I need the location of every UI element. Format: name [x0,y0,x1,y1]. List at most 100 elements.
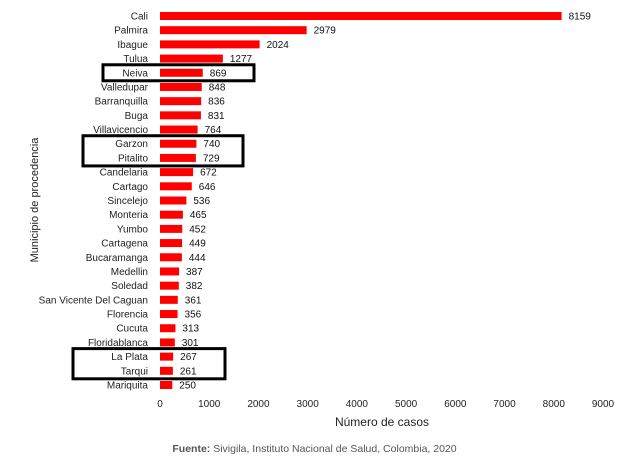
highlight-box [81,134,245,168]
value-label: 729 [203,153,220,164]
value-label: 449 [189,239,206,250]
value-label: 1277 [230,54,253,65]
category-label: Cartago [112,182,148,193]
category-label: Yumbo [117,224,149,235]
value-label: 361 [185,295,202,306]
x-tick-label: 4000 [346,399,369,410]
bar-sincelejo [160,196,187,205]
bar-medellin [160,267,180,276]
bar-cartagena [160,239,183,248]
category-label: Sincelejo [107,196,148,207]
category-label: Villavicencio [93,125,148,136]
value-label: 740 [203,139,220,150]
bar-la-plata [160,352,174,361]
bar-mariquita [160,381,173,389]
bar-neiva [160,68,203,77]
category-label: La Plata [111,352,148,363]
x-tick-label: 2000 [247,399,270,410]
x-tick-label: 3000 [297,399,320,410]
bar-barranquilla [160,97,202,106]
bar-cucuta [160,324,176,333]
highlight-box [101,63,256,83]
bar-tulua [160,54,223,63]
bar-cartago [160,182,192,191]
x-tick-labels: 0 1000 2000 3000 4000 5000 6000 7000 8000 9000 [157,399,614,410]
category-label: Floridablanca [88,338,148,349]
value-label: 387 [186,267,203,278]
category-label: Bucaramanga [86,253,149,264]
bar-soledad [160,281,179,290]
category-label: Mariquita [107,381,149,392]
bars-layer [160,12,562,389]
value-label: 831 [208,111,225,122]
value-label: 444 [189,253,206,264]
highlight-box [71,347,227,381]
category-label: Buga [125,111,149,122]
x-tick-label: 0 [157,399,163,410]
x-tick-label: 8000 [543,399,566,410]
category-label: Tarqui [121,366,148,377]
value-label: 452 [189,224,206,235]
value-label: 356 [185,310,202,321]
value-label: 382 [186,281,203,292]
bar-palmira [160,26,307,35]
value-label: 8159 [569,12,592,23]
bar-monteria [160,210,183,219]
value-label: 848 [209,82,226,93]
value-label: 313 [182,324,199,335]
category-label: Barranquilla [95,97,149,108]
category-label: Pitalito [118,153,148,164]
value-label: 869 [210,68,227,79]
x-tick-label: 5000 [395,399,418,410]
category-label: Florencia [107,310,149,321]
value-label: 536 [193,196,210,207]
category-label: Cucuta [116,324,148,335]
bar-garzon [160,139,197,148]
value-label: 267 [180,352,197,363]
category-label: Soledad [111,281,148,292]
category-label: Tulua [123,54,148,65]
value-label: 261 [180,366,197,377]
x-tick-label: 9000 [592,399,615,410]
category-labels: Cali Palmira Ibague Tulua Neiva Valledupar Bar… [39,12,149,392]
bar-valledupar [160,82,202,91]
category-label: Cali [131,12,148,23]
bar-pitalito [160,153,196,162]
category-label: Cartagena [101,239,148,250]
category-label: Garzon [115,139,148,150]
y-axis-title: Municipio de procedencia [29,137,41,263]
bar-villavicencio [160,125,198,134]
bar-buga [160,111,201,120]
bar-san-vicente-del-caguan [160,295,178,304]
value-label: 301 [182,338,199,349]
category-label: Valledupar [101,82,149,93]
value-label: 836 [208,97,225,108]
x-tick-label: 6000 [444,399,467,410]
source-text: Sivigila, Instituto Nacional de Salud, C… [210,443,457,455]
category-label: San Vicente Del Caguan [39,295,148,306]
source-prefix: Fuente: [172,443,211,455]
bar-floridablanca [160,338,175,347]
category-label: Neiva [122,68,148,79]
value-label: 764 [205,125,222,136]
value-label: 646 [199,182,216,193]
bar-cali [160,12,562,20]
value-label: 250 [179,381,196,392]
category-label: Ibague [117,40,148,51]
value-label: 2979 [314,26,337,37]
value-label: 672 [200,168,217,179]
category-label: Monteria [109,210,148,221]
value-label: 465 [190,210,207,221]
bar-tarqui [160,366,173,375]
value-label: 2024 [267,40,290,51]
bar-florencia [160,310,178,319]
bar-yumbo [160,224,183,233]
x-axis-title: Número de casos [335,415,429,429]
highlight-boxes [71,63,256,381]
bar-candelaria [160,168,194,177]
bar-ibague [160,40,260,49]
category-label: Medellin [111,267,148,278]
category-label: Candelaria [100,168,149,179]
